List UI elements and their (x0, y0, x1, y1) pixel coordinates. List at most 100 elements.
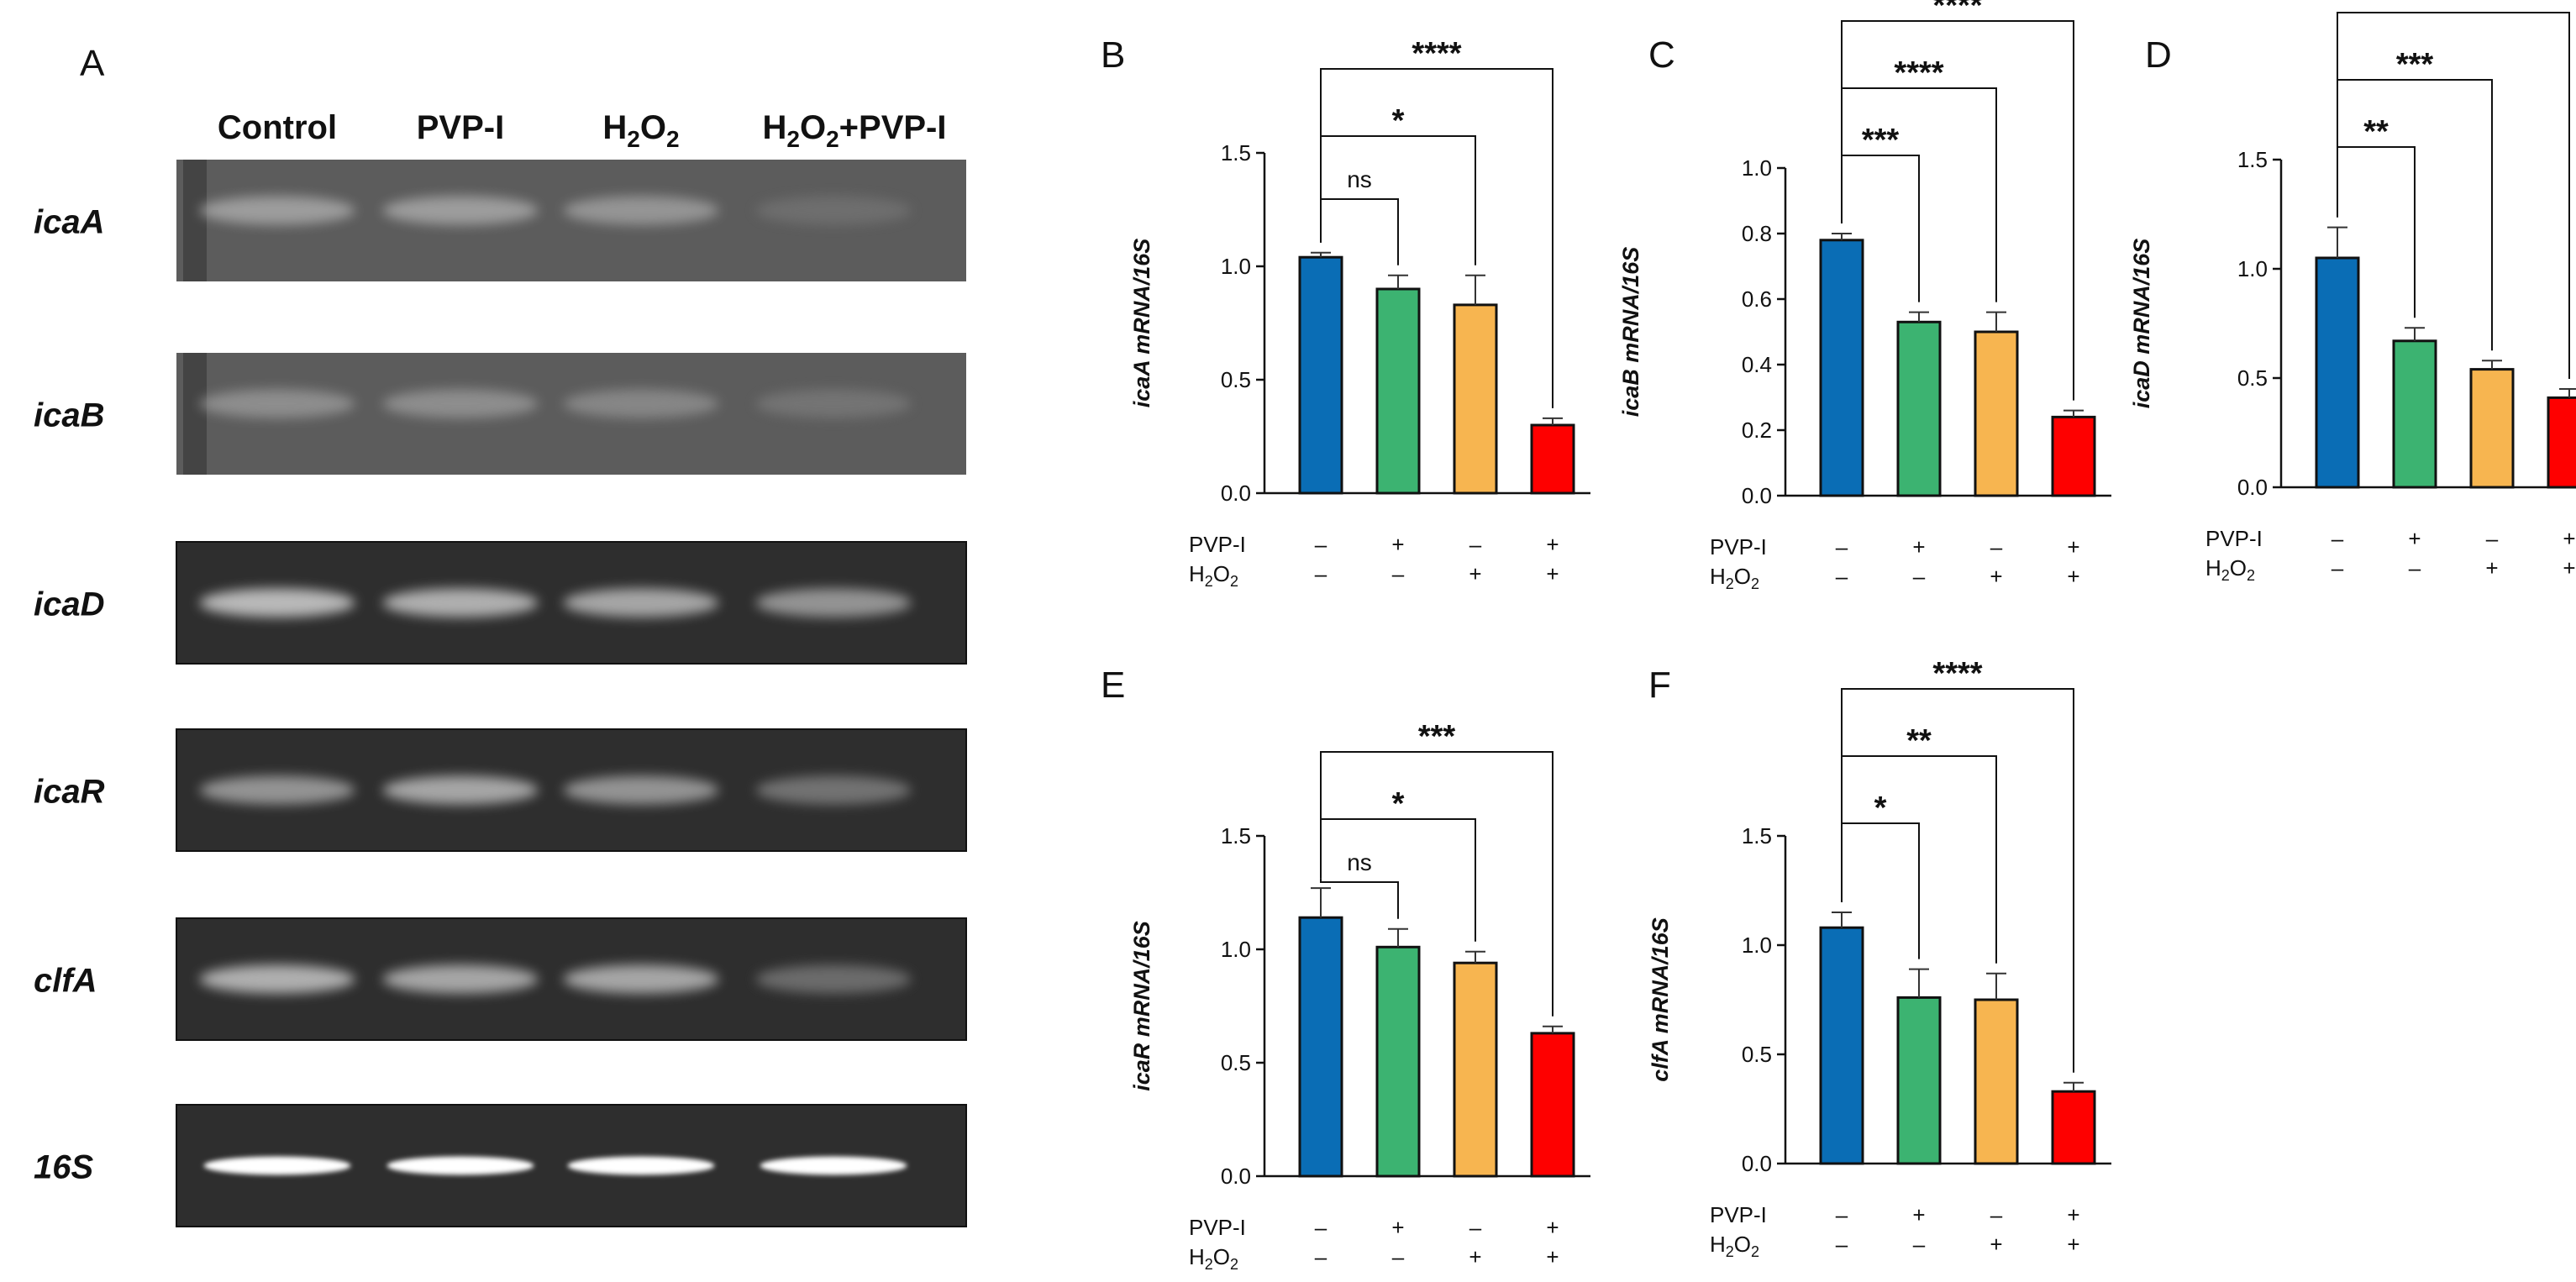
gel-band (755, 196, 912, 225)
gel-band (563, 196, 719, 225)
y-axis-label: icaR mRNA/16S (1129, 921, 1154, 1091)
h2o2-sign: – (2332, 555, 2344, 581)
bar-combo (1530, 423, 1575, 495)
y-tick-label: 1.0 (1221, 254, 1251, 279)
significance-label: **** (1932, 0, 1982, 24)
h2o2-sign: – (1836, 1232, 1848, 1257)
significance-label: ** (2363, 114, 2389, 150)
lane-label-h2o2: H2O2 (602, 109, 679, 152)
significance-label: *** (1418, 719, 1456, 754)
gel-band (563, 389, 719, 418)
condition-label-h2o2: H2O2 (2205, 555, 2255, 584)
h2o2-sign: + (2067, 564, 2079, 589)
pvp-sign: – (1836, 1202, 1848, 1227)
gel-band (755, 964, 912, 994)
gel-band (382, 588, 539, 617)
bar-control (1819, 239, 1864, 497)
bar-h2o2 (1974, 330, 2019, 497)
h2o2-sign: + (1990, 1232, 2002, 1257)
gel-band (755, 389, 912, 418)
gel-row-clfA: clfA (34, 917, 967, 1041)
h2o2-sign: + (2067, 1232, 2079, 1257)
gel-well-edge (183, 353, 207, 475)
y-tick-label: 1.5 (1221, 140, 1251, 166)
y-tick-label: 0.6 (1742, 286, 1772, 312)
significance-bracket (1320, 68, 1553, 408)
h2o2-sign: + (1990, 564, 2002, 589)
pvp-sign: + (1546, 1215, 1559, 1240)
gel-band (563, 775, 719, 805)
bar-control (1819, 926, 1864, 1165)
y-axis-label: icaD mRNA/16S (2129, 239, 2154, 409)
gel-band (199, 196, 355, 225)
bar-h2o2 (1974, 998, 2019, 1165)
significance-label: * (1874, 791, 1887, 826)
significance-bracket (1320, 198, 1399, 265)
bar-h2o2 (1453, 961, 1498, 1178)
y-tick-label: 1.0 (1221, 937, 1251, 962)
bar-control (1298, 255, 1343, 495)
pvp-sign: – (1315, 532, 1327, 557)
gel-band (199, 588, 355, 617)
gel-band (199, 389, 355, 418)
significance-bracket (1320, 878, 1399, 919)
h2o2-sign: – (1913, 1232, 1926, 1257)
bar-pvp (2392, 339, 2437, 489)
pvp-sign: + (1391, 1215, 1404, 1240)
gel-band (382, 775, 539, 805)
gel-well-edge (183, 160, 207, 281)
panel-letter-a: A (80, 43, 105, 84)
significance-bracket (1841, 688, 2074, 1073)
significance-label: ns (1347, 166, 1372, 192)
panel-letter: D (2145, 34, 2172, 76)
lane-label-combo: H2O2+PVP-I (762, 109, 946, 152)
y-tick-label: 0.5 (2237, 365, 2268, 391)
significance-label: * (1392, 786, 1405, 822)
significance-label: *** (2396, 47, 2434, 82)
bar-combo (1530, 1032, 1575, 1178)
h2o2-sign: + (1469, 561, 1481, 586)
significance-label: ns (1347, 849, 1372, 875)
y-tick-label: 0.0 (1221, 481, 1251, 506)
bar-pvp (1375, 945, 1421, 1178)
h2o2-sign: + (2485, 555, 2498, 581)
panel-letter: E (1101, 665, 1125, 706)
h2o2-sign: – (1836, 564, 1848, 589)
gel-band (760, 1156, 907, 1175)
significance-label: * (1392, 103, 1405, 139)
pvp-sign: + (2067, 1202, 2079, 1227)
bar-pvp (1375, 287, 1421, 495)
panel-a-gel: A Control PVP-I H2O2 H2O2+PVP-I icaA icaB… (34, 43, 967, 1227)
pvp-sign: – (2486, 526, 2499, 551)
significance-label: **** (1932, 656, 1982, 691)
y-tick-label: 1.5 (1742, 823, 1772, 849)
significance-label: *** (1862, 123, 1900, 158)
pvp-sign: + (1546, 532, 1559, 557)
h2o2-sign: – (1315, 561, 1327, 586)
h2o2-sign: – (1315, 1244, 1327, 1269)
gel-row-icaA: icaA (34, 160, 966, 281)
h2o2-sign: – (2409, 555, 2421, 581)
gel-band (755, 775, 912, 805)
y-axis-label: icaB mRNA/16S (1618, 247, 1643, 418)
condition-label-h2o2: H2O2 (1189, 1244, 1238, 1273)
panel-letter: F (1648, 665, 1671, 706)
h2o2-sign: + (1546, 561, 1559, 586)
gel-band (755, 588, 912, 617)
pvp-sign: + (1912, 534, 1925, 560)
y-tick-label: 0.2 (1742, 418, 1772, 443)
y-tick-label: 1.0 (1742, 933, 1772, 958)
h2o2-sign: + (1546, 1244, 1559, 1269)
pvp-sign: – (1990, 1202, 2003, 1227)
y-axis-label: clfA mRNA/16S (1648, 917, 1673, 1082)
condition-label-pvp: PVP-I (1189, 532, 1246, 557)
pvp-sign: – (1469, 532, 1482, 557)
h2o2-sign: + (1469, 1244, 1481, 1269)
pvp-sign: + (2067, 534, 2079, 560)
gel-gene-label: icaA (34, 204, 105, 241)
significance-bracket (1320, 751, 1553, 1017)
h2o2-sign: – (1913, 564, 1926, 589)
condition-label-pvp: PVP-I (1710, 534, 1767, 560)
